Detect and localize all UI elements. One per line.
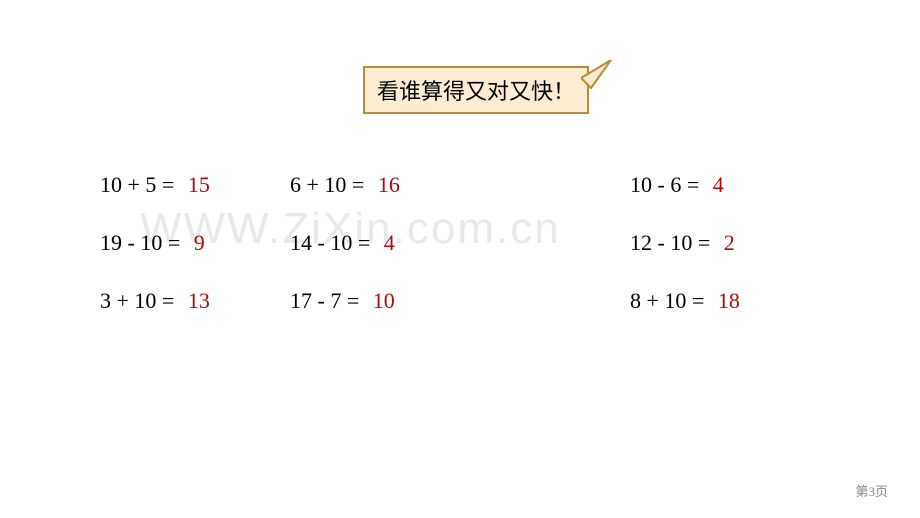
expression: 10 - 6 = [630,172,699,197]
expression: 8 + 10 = [630,288,704,313]
expression: 10 + 5 = [100,172,174,197]
expression: 17 - 7 = [290,288,359,313]
answer: 9 [194,230,205,255]
answer: 2 [724,230,735,255]
problem-row: 10 + 5 = 15 6 + 10 = 16 10 - 6 = 4 [0,156,920,214]
problem-cell: 19 - 10 = 9 [0,230,290,256]
speech-tail-icon [581,60,615,90]
problem-cell: 8 + 10 = 18 [570,288,890,314]
problem-row: 3 + 10 = 13 17 - 7 = 10 8 + 10 = 18 [0,272,920,330]
answer: 10 [373,288,395,313]
answer: 13 [188,288,210,313]
problem-cell: 12 - 10 = 2 [570,230,890,256]
problem-cell: 10 + 5 = 15 [0,172,290,198]
title-container: 看谁算得又对又快！ [363,66,589,114]
problem-cell: 10 - 6 = 4 [570,172,890,198]
expression: 3 + 10 = [100,288,174,313]
problem-row: 19 - 10 = 9 14 - 10 = 4 12 - 10 = 2 [0,214,920,272]
problem-cell: 14 - 10 = 4 [290,230,570,256]
title-text: 看谁算得又对又快！ [377,79,575,104]
answer: 18 [718,288,740,313]
page-number: 第3页 [855,481,888,500]
answer: 4 [384,230,395,255]
expression: 12 - 10 = [630,230,710,255]
answer: 15 [188,172,210,197]
expression: 19 - 10 = [100,230,180,255]
expression: 6 + 10 = [290,172,364,197]
problem-cell: 17 - 7 = 10 [290,288,570,314]
answer: 4 [713,172,724,197]
problem-cell: 3 + 10 = 13 [0,288,290,314]
problem-cell: 6 + 10 = 16 [290,172,570,198]
expression: 14 - 10 = [290,230,370,255]
title-box: 看谁算得又对又快！ [363,66,589,114]
answer: 16 [378,172,400,197]
problems-grid: 10 + 5 = 15 6 + 10 = 16 10 - 6 = 4 19 - … [0,156,920,330]
